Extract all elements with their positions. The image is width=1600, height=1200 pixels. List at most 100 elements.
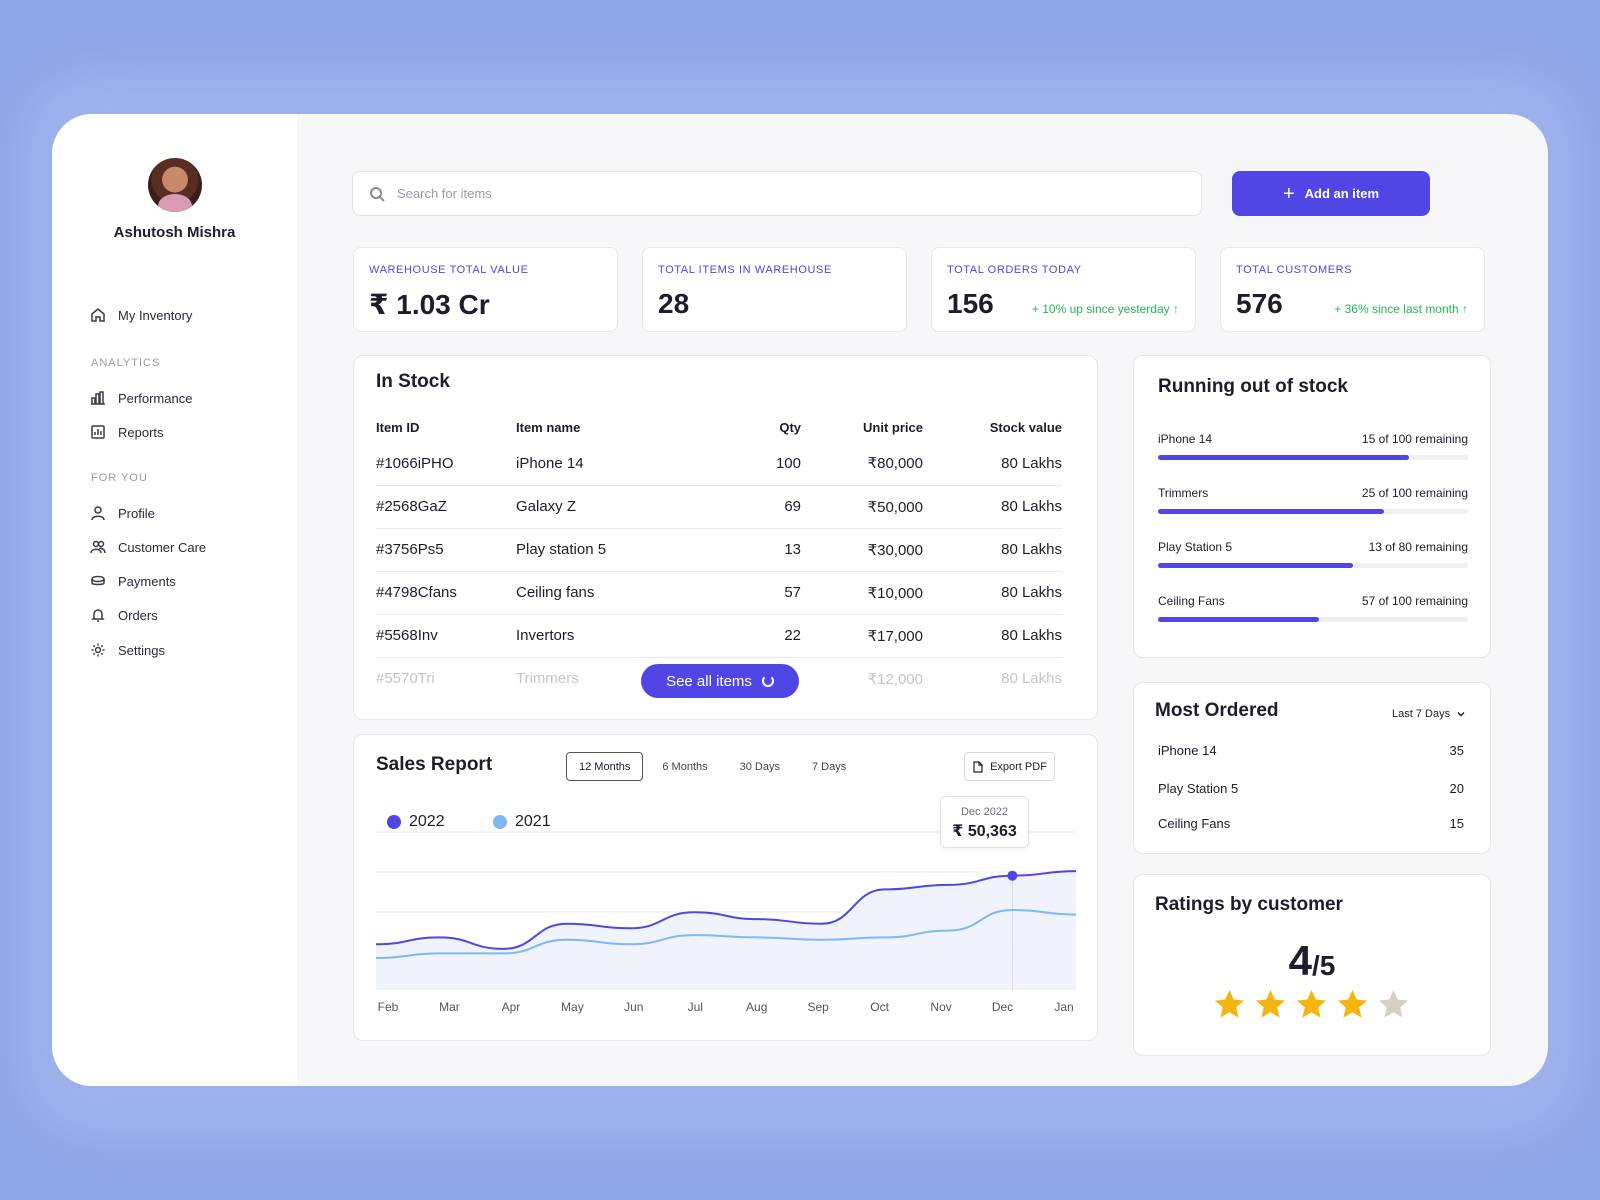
- cell-item-name: iPhone 14: [516, 442, 706, 486]
- x-tick-label: May: [561, 1000, 584, 1014]
- cell-unit-price: ₹10,000: [801, 571, 923, 615]
- column-header[interactable]: Item name: [516, 419, 581, 435]
- series-line-2021: [376, 908, 1076, 959]
- export-pdf-button[interactable]: Export PDF: [964, 752, 1055, 781]
- x-tick-label: Oct: [870, 1000, 889, 1014]
- column-header[interactable]: Item ID: [376, 419, 420, 435]
- tooltip-label: Dec 2022: [960, 806, 1009, 818]
- sidebar-item-label: My Inventory: [118, 307, 193, 323]
- sidebar-item-customer-care[interactable]: Customer Care: [90, 539, 206, 555]
- item-count: 35: [1449, 743, 1464, 758]
- stock-item[interactable]: Trimmers 25 of 100 remaining: [1158, 486, 1468, 514]
- x-tick-label: Apr: [501, 1000, 521, 1014]
- home-icon: [91, 308, 105, 322]
- stock-progress-track: [1158, 617, 1468, 622]
- star-filled-icon[interactable]: [1212, 987, 1247, 1022]
- table-row[interactable]: #3756Ps5 Play station 5 13 ₹30,000 80 La…: [376, 528, 1062, 572]
- range-6-months[interactable]: 6 Months: [649, 752, 720, 781]
- list-item[interactable]: iPhone 14 35: [1158, 743, 1464, 758]
- cell-qty: 13: [706, 528, 801, 572]
- stock-item[interactable]: Play Station 5 13 of 80 remaining: [1158, 540, 1468, 568]
- cell-stock-value: 80 Lakhs: [923, 442, 1062, 486]
- cell-item-name: Galaxy Z: [516, 485, 706, 529]
- in-stock-table: Item ID Item name Qty Unit price Stock v…: [376, 412, 1062, 700]
- table-row[interactable]: #4798Cfans Ceiling fans 57 ₹10,000 80 La…: [376, 571, 1062, 615]
- column-header[interactable]: Qty: [779, 419, 801, 435]
- stat-label: WAREHOUSE TOTAL VALUE: [369, 264, 529, 276]
- sidebar-item-label: Settings: [118, 642, 165, 658]
- stat-value: 156: [947, 288, 994, 319]
- main-content: + Add an item WAREHOUSE TOTAL VALUE ₹ 1.…: [297, 114, 1548, 1086]
- column-header[interactable]: Unit price: [863, 419, 923, 435]
- x-tick-label: Mar: [439, 1000, 460, 1014]
- star-filled-icon[interactable]: [1335, 987, 1370, 1022]
- cell-item-id: #4798Cfans: [376, 571, 516, 615]
- cell-stock-value: 80 Lakhs: [923, 485, 1062, 529]
- add-item-button[interactable]: + Add an item: [1232, 171, 1430, 216]
- cell-stock-value: 80 Lakhs: [923, 614, 1062, 658]
- sidebar-item-payments[interactable]: Payments: [90, 573, 176, 589]
- data-point-2022-Dec[interactable]: [1007, 870, 1018, 881]
- bell-icon: [91, 609, 105, 622]
- legend-dot-icon: [387, 815, 401, 829]
- list-item[interactable]: Play Station 5 20: [1158, 781, 1464, 796]
- rating-out-of: /5: [1312, 950, 1336, 981]
- range-30-days[interactable]: 30 Days: [727, 752, 793, 781]
- sidebar-item-settings[interactable]: Settings: [90, 642, 165, 658]
- sidebar-item-orders[interactable]: Orders: [90, 607, 158, 623]
- item-count: 15: [1449, 816, 1464, 831]
- sidebar-item-my-inventory[interactable]: My Inventory: [90, 307, 192, 323]
- stock-item-name: Ceiling Fans: [1158, 594, 1225, 608]
- stock-item[interactable]: Ceiling Fans 57 of 100 remaining: [1158, 594, 1468, 622]
- sidebar-item-reports[interactable]: Reports: [90, 424, 164, 440]
- stock-progress-track: [1158, 455, 1468, 460]
- table-row[interactable]: #5568Inv Invertors 22 ₹17,000 80 Lakhs: [376, 614, 1062, 658]
- chart-tooltip: Dec 2022 ₹ 50,363: [940, 796, 1029, 848]
- legend-item-2021: 2021: [493, 813, 551, 831]
- stock-item[interactable]: iPhone 14 15 of 100 remaining: [1158, 432, 1468, 460]
- users-icon: [90, 540, 106, 554]
- table-row[interactable]: #1066iPHO iPhone 14 100 ₹80,000 80 Lakhs: [376, 442, 1062, 486]
- avatar[interactable]: [148, 158, 202, 212]
- sales-line-chart: [376, 831, 1076, 990]
- rating-value: 4: [1288, 937, 1312, 984]
- range-selector: 12 Months 6 Months 30 Days 7 Days: [566, 752, 859, 781]
- period-dropdown[interactable]: Last 7 Days: [1392, 708, 1466, 720]
- x-tick-label: Jun: [624, 1000, 644, 1014]
- cell-stock-value: 80 Lakhs: [923, 571, 1062, 615]
- stock-item-status: 25 of 100 remaining: [1361, 486, 1468, 500]
- cell-qty: 22: [706, 614, 801, 658]
- cell-item-id: #5568Inv: [376, 614, 516, 658]
- stock-progress-fill: [1158, 563, 1354, 568]
- stock-progress-fill: [1158, 509, 1385, 514]
- cell-stock-value: 80 Lakhs: [923, 528, 1062, 572]
- cell-unit-price: ₹50,000: [801, 485, 923, 529]
- range-7-days[interactable]: 7 Days: [799, 752, 859, 781]
- table-row[interactable]: #2568GaZ Galaxy Z 69 ₹50,000 80 Lakhs: [376, 485, 1062, 529]
- sidebar-item-label: Orders: [118, 607, 158, 623]
- stock-item-name: Trimmers: [1158, 486, 1209, 500]
- range-12-months[interactable]: 12 Months: [566, 752, 644, 781]
- star-empty-icon[interactable]: [1376, 987, 1411, 1022]
- search-bar[interactable]: [352, 171, 1202, 216]
- legend-label: 2021: [515, 813, 551, 830]
- sidebar-item-profile[interactable]: Profile: [90, 505, 155, 521]
- running-out-card: Running out of stock iPhone 14 15 of 100 …: [1133, 355, 1491, 658]
- star-filled-icon[interactable]: [1253, 987, 1288, 1022]
- in-stock-title: In Stock: [376, 371, 450, 392]
- sidebar-item-label: Profile: [118, 505, 155, 521]
- see-all-items-button[interactable]: See all items: [641, 664, 799, 698]
- x-axis-labels: Feb Mar Apr May Jun Jul Aug Sep Oct Nov Dec Jan: [354, 1000, 1097, 1020]
- item-count: 20: [1449, 781, 1464, 796]
- star-filled-icon[interactable]: [1294, 987, 1329, 1022]
- table-row[interactable]: #5570Tri Trimmers ₹12,000 80 Lakhs: [376, 657, 1062, 700]
- sidebar-item-performance[interactable]: Performance: [90, 390, 192, 406]
- search-input[interactable]: [397, 186, 1157, 201]
- running-out-title: Running out of stock: [1158, 376, 1348, 397]
- column-header[interactable]: Stock value: [989, 419, 1062, 435]
- sales-report-title: Sales Report: [376, 754, 493, 775]
- stat-card-total-customers: TOTAL CUSTOMERS 576 + 36% since last mon…: [1220, 247, 1485, 332]
- cell-qty: 100: [706, 442, 801, 486]
- list-item[interactable]: Ceiling Fans 15: [1158, 816, 1464, 831]
- stat-card-orders-today: TOTAL ORDERS TODAY 156 + 10% up since ye…: [931, 247, 1196, 332]
